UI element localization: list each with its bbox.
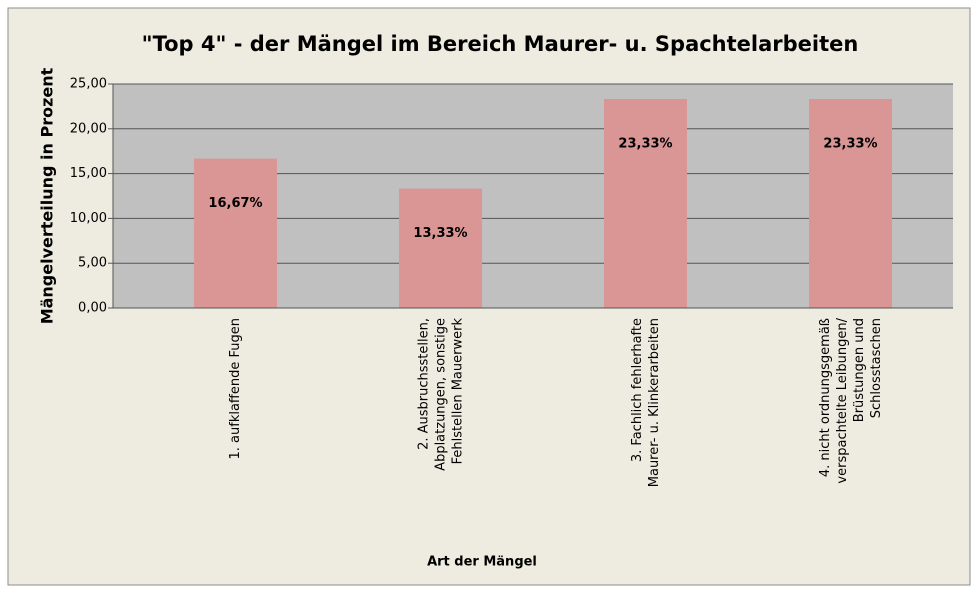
data-label: 23,33% [823, 136, 877, 151]
bar [399, 188, 482, 308]
x-tick-label: 1. aufklaffende Fugen [228, 318, 243, 460]
data-label: 13,33% [413, 226, 467, 241]
y-tick-label: 5,00 [78, 256, 107, 271]
x-tick-label: 3. Fachlich fehlerhafte Maurer- u. Klinke… [630, 318, 662, 487]
x-tick-label: 2. Ausbruchsstellen, Abplatzungen, sonsti… [416, 318, 465, 471]
bar [604, 98, 687, 309]
y-tick-label: 25,00 [70, 77, 107, 92]
data-label: 16,67% [208, 196, 262, 211]
y-tick-label: 20,00 [70, 121, 107, 136]
y-tick-label: 15,00 [70, 166, 107, 181]
x-tick-label: 4. nicht ordnungsgemäß verspachtelte Leib… [818, 317, 884, 483]
bar [809, 98, 892, 309]
data-label: 23,33% [618, 136, 672, 151]
y-axis-label: Mängelverteilung in Prozent [38, 67, 57, 324]
bar [194, 158, 277, 308]
x-axis-label: Art der Mängel [427, 555, 537, 570]
y-tick-label: 0,00 [78, 301, 107, 316]
chart-title: "Top 4" - der Mängel im Bereich Maurer- … [142, 32, 859, 56]
y-tick-label: 10,00 [70, 211, 107, 226]
